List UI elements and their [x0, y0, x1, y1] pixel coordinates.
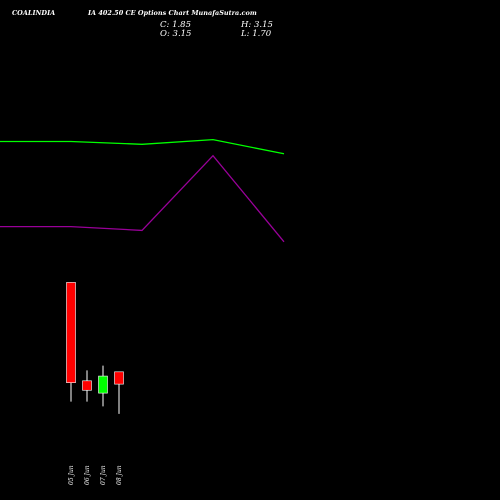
candle-body [114, 371, 124, 385]
candle-06-jun [82, 370, 92, 402]
open-value: O: 3.15 [160, 29, 192, 39]
low-value: L: 1.70 [241, 29, 272, 39]
chart-title: IA 402.50 CE Options Chart MunafaSutra.c… [88, 9, 257, 17]
x-tick-label: 07 Jun [100, 465, 107, 485]
candle-05-jun [66, 282, 76, 402]
indicator-line-1 [0, 138, 285, 155]
close-value: C: 1.85 [160, 20, 191, 30]
x-tick-label: 08 Jun [116, 465, 123, 485]
high-value: H: 3.15 [241, 20, 273, 30]
candle-body [98, 375, 108, 394]
x-tick-label: 05 Jun [68, 465, 75, 485]
x-tick-label: 06 Jun [84, 465, 91, 485]
candle-body [82, 380, 92, 391]
candle-07-jun [98, 365, 108, 407]
candle-body [66, 282, 76, 384]
x-axis-ticks: 05 Jun 06 Jun 07 Jun 08 Jun [68, 465, 123, 485]
candles [66, 282, 124, 414]
indicator-lines [0, 138, 285, 243]
indicator-line-2 [0, 154, 285, 243]
candle-08-jun [114, 371, 124, 414]
symbol-label: COALINDIA [12, 9, 56, 17]
